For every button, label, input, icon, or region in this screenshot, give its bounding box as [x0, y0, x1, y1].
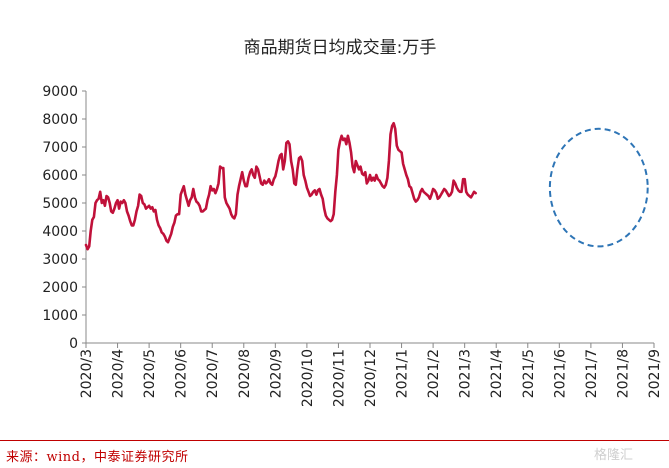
watermark: 格隆汇 [594, 448, 634, 463]
series-line [84, 121, 477, 251]
x-tick-label: 2020/6 [174, 349, 190, 398]
y-tick-label: 1000 [42, 308, 78, 324]
x-tick-label: 2020/12 [363, 349, 379, 407]
x-tick-label: 2021/9 [647, 349, 663, 398]
y-tick-label: 5000 [42, 196, 78, 212]
y-tick-label: 6000 [42, 168, 78, 184]
chart-title: 商品期货日均成交量:万手 [244, 38, 437, 58]
x-tick-label: 2020/11 [331, 349, 347, 407]
series-area [84, 121, 477, 251]
x-tick-label: 2021/1 [395, 349, 411, 398]
x-tick-label: 2020/10 [300, 349, 316, 407]
y-tick-label: 2000 [42, 280, 78, 296]
y-tick-label: 9000 [42, 84, 78, 100]
source-divider [0, 440, 669, 441]
y-tick-label: 3000 [42, 252, 78, 268]
y-tick-label: 7000 [42, 140, 78, 156]
y-tick-label: 0 [69, 336, 78, 352]
annotation-area [548, 127, 649, 248]
x-tick-label: 2020/9 [268, 349, 284, 398]
x-tick-label: 2020/4 [111, 349, 127, 398]
y-tick-label: 8000 [42, 112, 78, 128]
x-tick-label: 2021/6 [552, 349, 568, 398]
y-tick-label: 4000 [42, 224, 78, 240]
highlight-ellipse [548, 127, 649, 248]
x-tick-label: 2021/4 [489, 349, 505, 398]
x-tick-label: 2021/7 [584, 349, 600, 398]
x-tick-label: 2021/2 [426, 349, 442, 398]
x-tick-label: 2020/5 [142, 349, 158, 398]
x-tick-label: 2021/8 [615, 349, 631, 398]
source-note: 来源：wind，中泰证券研究所 [6, 450, 189, 465]
x-tick-label: 2021/5 [521, 349, 537, 398]
x-tick-label: 2020/7 [205, 349, 221, 398]
y-axis: 0 1000 2000 3000 4000 5000 6000 7000 8000 9000 [42, 84, 87, 352]
x-axis: 2020/3 2020/4 2020/5 2020/6 2020/7 2020/8 2020… [79, 342, 663, 407]
x-tick-label: 2020/8 [237, 349, 253, 398]
x-tick-label: 2020/3 [79, 349, 95, 398]
x-tick-label: 2021/3 [458, 349, 474, 398]
